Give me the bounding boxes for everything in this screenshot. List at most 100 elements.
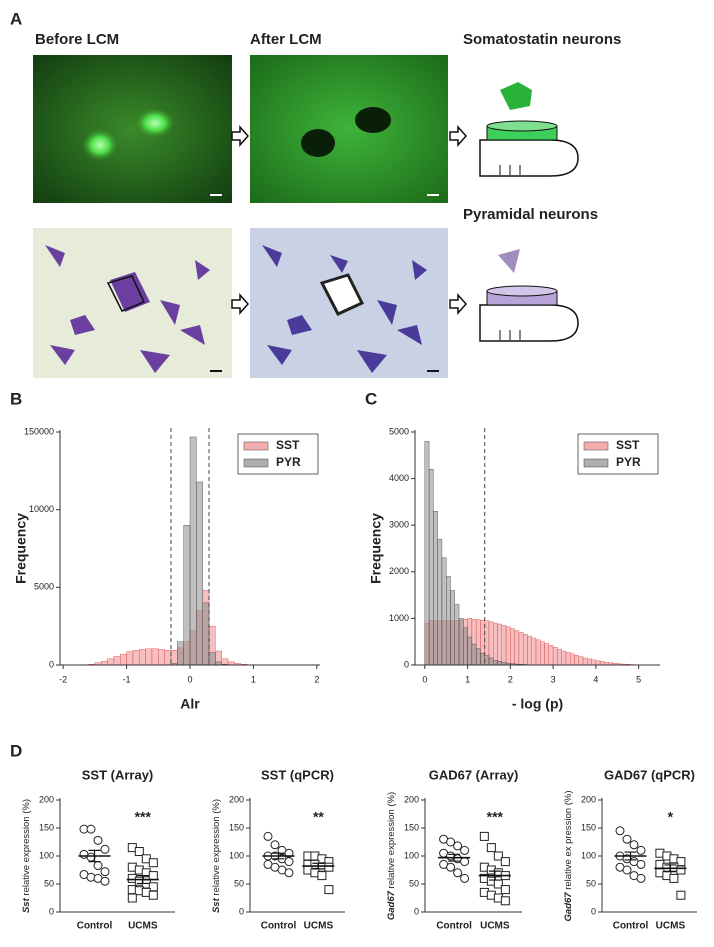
histogram-bar <box>463 627 468 666</box>
histogram-bar <box>518 632 524 666</box>
histogram-bar <box>132 650 140 666</box>
data-point <box>263 831 273 841</box>
y-axis-label: Sst relative expression (%) <box>211 799 222 913</box>
data-point <box>148 871 158 881</box>
micrograph-after-nissl <box>250 228 448 378</box>
data-point <box>446 862 456 872</box>
histogram-bar <box>480 653 485 666</box>
legend-box <box>237 433 319 475</box>
histogram-bar <box>424 441 430 666</box>
data-point <box>127 893 137 903</box>
data-point <box>636 859 646 869</box>
panel-label: C <box>365 389 377 408</box>
data-point <box>676 865 686 875</box>
y-tick-label: 100 <box>229 850 244 860</box>
histogram-bar <box>488 657 494 666</box>
chart-title: GAD67 (Array) <box>429 767 519 782</box>
x-tick-label: 0 <box>422 674 427 684</box>
x-tick-label: UCMS <box>656 921 686 932</box>
legend-label: SST <box>276 438 300 452</box>
y-tick-label: 100 <box>404 850 419 860</box>
legend-swatch <box>243 458 269 468</box>
histogram-bar <box>535 639 541 666</box>
sem-bar <box>448 853 461 862</box>
data-point <box>453 868 463 878</box>
x-tick-label: Control <box>77 921 113 932</box>
histogram-bar <box>574 655 579 666</box>
sem-bar <box>136 875 149 885</box>
data-point <box>615 826 625 836</box>
sem-bar <box>664 864 677 873</box>
y-tick-label: 4000 <box>389 473 409 483</box>
tube-somatostatin <box>479 82 579 177</box>
data-point <box>148 858 158 868</box>
significance: * <box>668 809 674 825</box>
histogram-bar <box>454 604 460 666</box>
histogram-bar <box>139 649 146 666</box>
legend-label: SST <box>616 438 640 452</box>
histogram-bar <box>497 623 502 666</box>
y-axis-label: Frequency <box>13 513 29 584</box>
histogram-bar <box>126 651 134 666</box>
histogram-bar <box>208 652 216 666</box>
data-point <box>500 896 510 906</box>
histogram-bar <box>599 661 605 666</box>
histogram-bar <box>510 628 515 666</box>
y-tick-label: 150 <box>39 822 54 832</box>
y-axis-label-gene: Sst <box>211 897 222 913</box>
y-tick-label: 50 <box>409 878 419 888</box>
histogram-bar <box>101 660 108 666</box>
histogram-bar <box>458 618 464 666</box>
y-tick-label: 150 <box>404 822 419 832</box>
histogram-bar <box>467 636 473 666</box>
data-point <box>100 876 110 886</box>
data-point <box>460 873 470 883</box>
micrograph-before-nissl <box>33 228 232 378</box>
arrows <box>231 125 468 315</box>
x-tick-label: 3 <box>551 674 556 684</box>
histogram-bar <box>522 634 528 666</box>
y-tick-label: 0 <box>404 659 409 669</box>
chart-title: GAD67 (qPCR) <box>604 767 695 782</box>
data-point <box>446 837 456 847</box>
tube-pyramidal <box>479 249 579 342</box>
histogram-bar <box>437 538 443 666</box>
y-tick-label: 200 <box>39 794 54 804</box>
histogram-bar <box>540 641 545 666</box>
sem-bar <box>88 849 101 863</box>
histogram-bar <box>493 660 498 666</box>
panel-label: D <box>10 741 22 760</box>
sem-bar <box>624 851 637 861</box>
data-point <box>636 845 646 855</box>
significance: *** <box>487 809 504 825</box>
histogram-bar <box>591 659 597 666</box>
data-point <box>486 843 496 853</box>
sem-bar <box>488 870 501 881</box>
y-axis-label: Sst relative expression (%) <box>21 799 32 913</box>
y-tick-label: 5000 <box>389 426 409 436</box>
histogram-bar <box>527 635 532 666</box>
histogram-bar <box>497 661 502 666</box>
data-point <box>622 865 632 875</box>
data-point <box>629 840 639 850</box>
histogram-bar <box>484 655 490 666</box>
legend-swatch <box>583 458 609 468</box>
y-axis-label-text: relative expression (%) <box>386 792 397 889</box>
y-tick-label: 200 <box>581 794 596 804</box>
x-tick-label: Control <box>613 921 649 932</box>
histogram-bar <box>501 625 507 666</box>
x-tick-label: UCMS <box>128 921 158 932</box>
y-axis-label-text: relative ex pression (%) <box>563 791 574 890</box>
y-axis-label: Gad67 relative expression (%) <box>386 792 397 920</box>
row-title: Pyramidal neurons <box>463 206 598 223</box>
x-tick-label: -2 <box>59 674 67 684</box>
data-point <box>500 885 510 895</box>
y-tick-label: 0 <box>591 906 596 916</box>
data-point <box>324 885 334 895</box>
x-tick-label: UCMS <box>304 921 334 932</box>
histogram-bar <box>548 645 554 666</box>
x-tick-label: Control <box>436 921 472 932</box>
histogram-bar <box>531 637 537 666</box>
y-axis-label: Frequency <box>368 513 384 584</box>
